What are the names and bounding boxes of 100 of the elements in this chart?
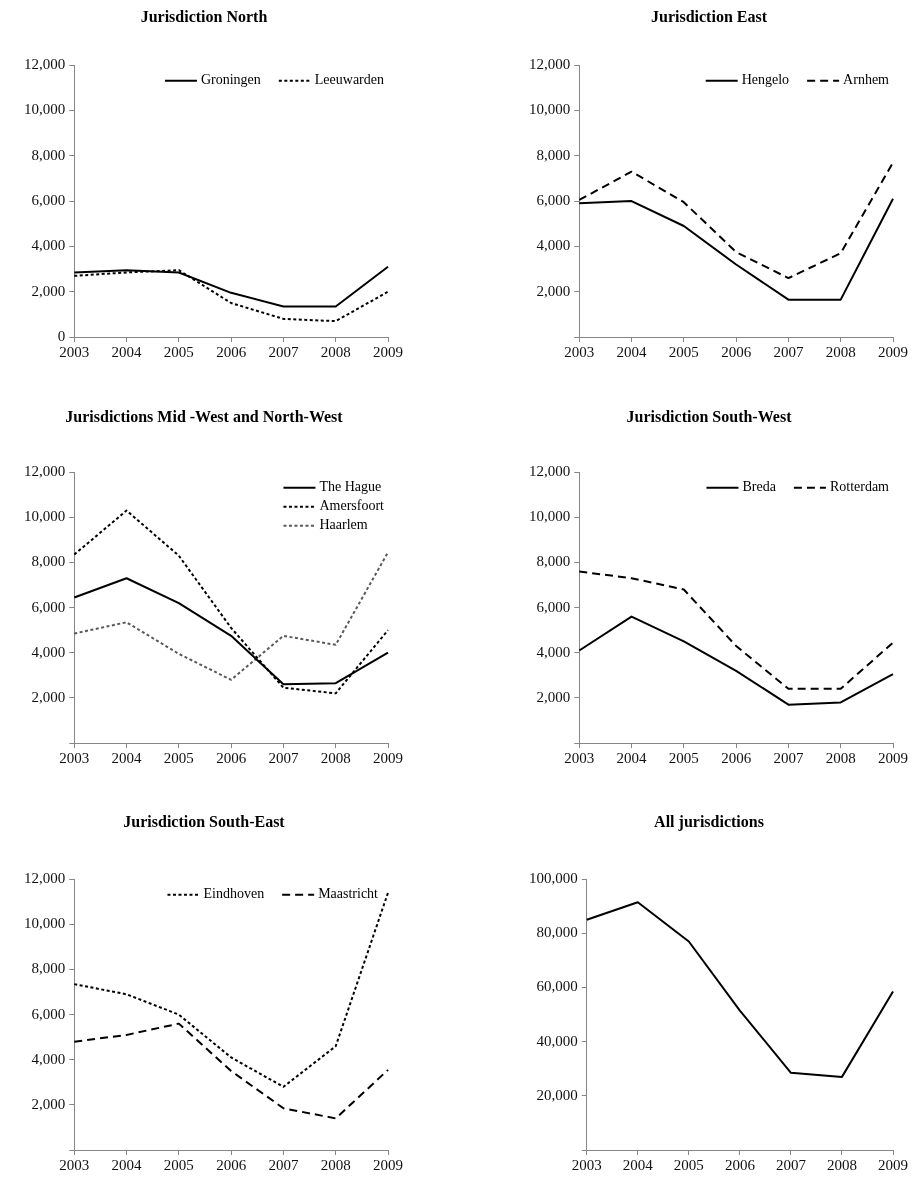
y-tick-label: 2,000 — [31, 688, 66, 705]
line-series — [578, 570, 894, 690]
legend-label: Haarlem — [319, 517, 368, 533]
y-tick-label: 8,000 — [536, 553, 571, 570]
x-tick-label: 2006 — [721, 749, 752, 766]
legend-label: Amersfoort — [319, 498, 385, 514]
x-tick-label: 2005 — [163, 749, 194, 766]
x-tick-label: 2008 — [320, 343, 351, 360]
x-tick-label: 2003 — [564, 749, 595, 766]
y-tick-label: 2,000 — [536, 282, 571, 299]
x-tick-label: 2005 — [163, 1156, 194, 1173]
y-tick-label: 2,000 — [31, 282, 66, 299]
y-tick-label: 6,000 — [31, 1005, 66, 1022]
x-tick-label: 2008 — [825, 749, 856, 766]
y-tick-label: 12,000 — [24, 463, 66, 480]
x-tick-label: 2009 — [373, 1156, 403, 1173]
y-tick-label: 20,000 — [536, 1086, 578, 1103]
x-tick-label: 2003 — [59, 749, 90, 766]
x-tick-label: 2009 — [878, 749, 908, 766]
y-tick-label: 8,000 — [31, 146, 66, 163]
legend-label: Eindhoven — [203, 886, 265, 902]
y-tick-label: 6,000 — [31, 192, 66, 209]
y-tick-label: 10,000 — [529, 101, 571, 118]
y-tick-label: 10,000 — [529, 508, 571, 525]
x-tick-label: 2003 — [59, 1156, 90, 1173]
legend-label: Rotterdam — [829, 479, 890, 495]
x-tick-label: 2009 — [373, 749, 403, 766]
x-tick-label: 2008 — [320, 1156, 351, 1173]
line-series — [73, 1022, 389, 1120]
chart-title: All jurisdictions — [654, 812, 764, 831]
x-tick-label: 2003 — [571, 1156, 602, 1173]
chart-title: Jurisdictions Mid -West and North-West — [65, 407, 344, 425]
legend-label: The Hague — [319, 479, 382, 495]
y-tick-label: 40,000 — [536, 1032, 578, 1049]
chart-title: Jurisdiction South-East — [123, 812, 286, 830]
chart-title: Jurisdiction East — [650, 7, 768, 25]
x-tick-label: 2004 — [616, 343, 648, 360]
y-tick-label: 8,000 — [31, 960, 66, 977]
legend-label: Maastricht — [318, 886, 379, 902]
x-tick-label: 2008 — [825, 343, 856, 360]
y-tick-label: 12,000 — [24, 56, 66, 73]
x-tick-label: 2004 — [111, 343, 143, 360]
x-tick-label: 2007 — [268, 749, 299, 766]
legend-label: Arnhem — [843, 72, 890, 88]
x-tick-label: 2005 — [163, 343, 194, 360]
x-tick-label: 2006 — [216, 1156, 247, 1173]
x-tick-label: 2007 — [773, 343, 804, 360]
y-tick-label: 2,000 — [31, 1095, 66, 1112]
x-tick-label: 2006 — [721, 343, 752, 360]
y-tick-label: 100,000 — [529, 870, 578, 887]
x-tick-label: 2004 — [616, 749, 648, 766]
y-tick-label: 10,000 — [24, 915, 66, 932]
x-tick-label: 2009 — [373, 343, 403, 360]
y-tick-label: 4,000 — [31, 643, 66, 660]
legend-label: Groningen — [200, 72, 261, 88]
x-tick-label: 2008 — [826, 1156, 857, 1173]
y-tick-label: 6,000 — [536, 598, 571, 615]
y-tick-label: 8,000 — [31, 553, 66, 570]
line-series — [578, 161, 894, 280]
x-tick-label: 2005 — [668, 749, 699, 766]
x-tick-label: 2005 — [668, 343, 699, 360]
x-tick-label: 2004 — [111, 749, 143, 766]
y-tick-label: 60,000 — [536, 978, 578, 995]
x-tick-label: 2005 — [673, 1156, 704, 1173]
line-series — [73, 509, 389, 695]
y-tick-label: 80,000 — [536, 924, 578, 941]
legend-label: Leeuwarden — [314, 72, 385, 88]
y-tick-label: 10,000 — [24, 508, 66, 525]
x-tick-label: 2009 — [878, 1156, 908, 1173]
y-tick-label: 4,000 — [536, 237, 571, 254]
chart-title: Jurisdiction North — [140, 7, 268, 25]
line-series — [73, 269, 389, 323]
legend-label: Breda — [742, 479, 777, 495]
y-tick-label: 0 — [57, 327, 66, 344]
x-tick-label: 2006 — [216, 343, 247, 360]
line-series — [73, 551, 389, 681]
y-tick-label: 6,000 — [31, 598, 66, 615]
y-tick-label: 2,000 — [536, 688, 571, 705]
legend-label: Hengelo — [741, 72, 790, 88]
y-tick-label: 4,000 — [31, 1050, 66, 1067]
y-tick-label: 12,000 — [529, 463, 571, 480]
x-tick-label: 2007 — [268, 1156, 299, 1173]
x-tick-label: 2007 — [775, 1156, 807, 1173]
y-tick-label: 4,000 — [31, 237, 66, 254]
y-tick-label: 12,000 — [529, 56, 571, 73]
x-tick-label: 2003 — [564, 343, 595, 360]
x-tick-label: 2006 — [724, 1156, 756, 1173]
x-tick-label: 2004 — [111, 1156, 143, 1173]
x-tick-label: 2009 — [878, 343, 908, 360]
y-tick-label: 8,000 — [536, 146, 571, 163]
y-tick-label: 4,000 — [536, 643, 571, 660]
x-tick-label: 2004 — [622, 1156, 654, 1173]
y-tick-label: 12,000 — [24, 870, 66, 887]
y-tick-label: 6,000 — [536, 192, 571, 209]
chart-title: Jurisdiction South-West — [626, 407, 793, 425]
x-tick-label: 2003 — [59, 343, 90, 360]
x-tick-label: 2007 — [268, 343, 299, 360]
x-tick-label: 2006 — [216, 749, 247, 766]
x-tick-label: 2008 — [320, 749, 351, 766]
y-tick-label: 10,000 — [24, 101, 66, 118]
